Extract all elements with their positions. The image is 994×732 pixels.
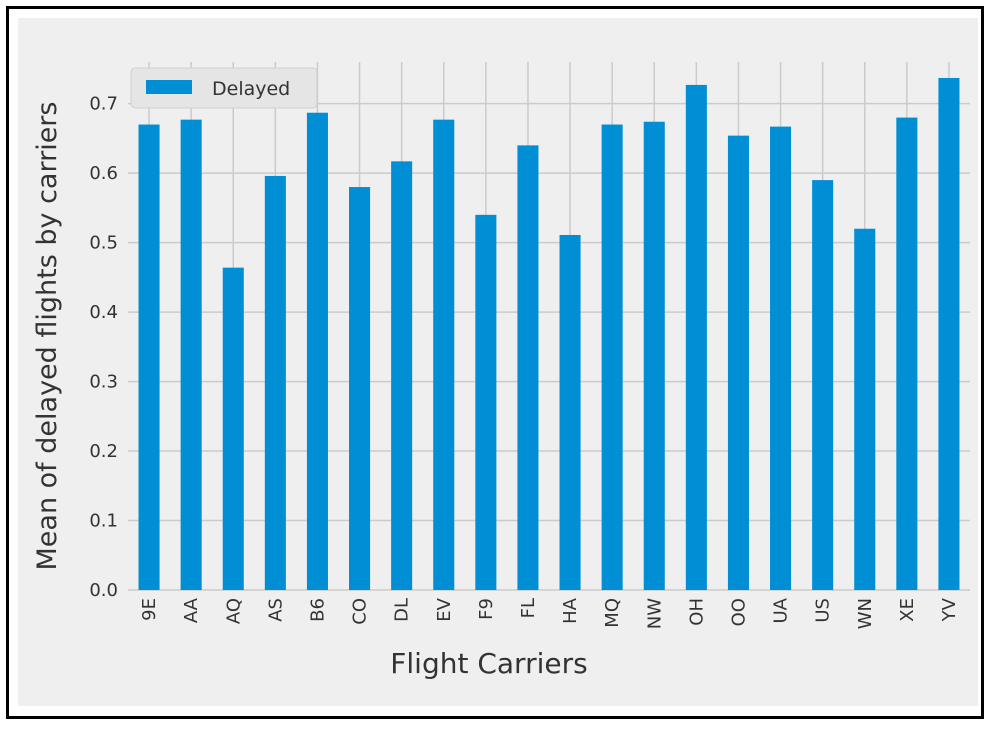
x-axis-title: Flight Carriers <box>390 647 587 680</box>
legend-box <box>130 67 318 109</box>
x-tick-labels: 9E AA AQ AS B6 CO DL EV F9 FL HA MQ NW OH OO UA US WN XE YV <box>139 597 960 629</box>
x-tick-label: OO <box>728 598 749 626</box>
x-tick-label: AS <box>265 598 286 622</box>
x-tick-label: WN <box>855 598 876 629</box>
bar-FL <box>517 145 539 591</box>
figure-frame: 0.0 0.1 0.2 0.3 0.4 0.5 0.6 0.7 9E AA AQ AS B6 CO DL E… <box>6 6 984 719</box>
bar-YV <box>938 77 960 590</box>
x-tick-label: EV <box>434 597 455 621</box>
bar-9E <box>138 124 160 591</box>
y-tick-labels: 0.0 0.1 0.2 0.3 0.4 0.5 0.6 0.7 <box>89 94 118 601</box>
bar-US <box>812 180 834 590</box>
legend-swatch <box>146 80 192 94</box>
y-tick-label: 0.4 <box>89 302 118 323</box>
bar-OH <box>685 84 707 590</box>
x-tick-label: FL <box>518 598 539 618</box>
x-tick-label: XE <box>897 598 918 622</box>
y-tick-label: 0.3 <box>89 372 118 393</box>
bar-UA <box>770 126 792 590</box>
y-tick-label: 0.5 <box>89 233 118 254</box>
x-tick-label: AA <box>181 597 202 623</box>
x-tick-label: CO <box>350 598 371 625</box>
bar-AQ <box>222 267 244 590</box>
x-tick-label: OH <box>686 598 707 626</box>
bar-WN <box>854 228 876 590</box>
bar-MQ <box>601 124 623 591</box>
x-tick-label: AQ <box>223 598 244 624</box>
bar-AA <box>180 119 202 591</box>
bar-EV <box>433 119 455 591</box>
bar-CO <box>349 187 371 591</box>
bar-B6 <box>306 112 328 590</box>
y-tick-label: 0.2 <box>89 441 118 462</box>
x-tick-label: HA <box>560 597 581 624</box>
x-tick-label: B6 <box>307 598 328 622</box>
y-axis-title: Mean of delayed flights by carriers <box>32 102 63 571</box>
x-tick-label: 9E <box>139 598 160 621</box>
figure-background <box>18 18 978 706</box>
x-tick-label: UA <box>771 597 792 623</box>
y-tick-label: 0.1 <box>89 511 118 532</box>
bar-F9 <box>475 214 497 590</box>
x-tick-label: YV <box>939 597 960 622</box>
legend: Delayed <box>130 67 318 109</box>
bar-OO <box>727 135 749 591</box>
bar-chart: 0.0 0.1 0.2 0.3 0.4 0.5 0.6 0.7 9E AA AQ AS B6 CO DL E… <box>18 18 978 706</box>
y-tick-label: 0.6 <box>89 163 118 184</box>
legend-label: Delayed <box>212 78 290 100</box>
y-tick-label: 0.7 <box>89 94 118 115</box>
y-tick-label: 0.0 <box>89 580 118 601</box>
x-tick-label: NW <box>644 598 665 629</box>
bar-XE <box>896 117 918 590</box>
x-tick-label: MQ <box>602 598 623 628</box>
bar-DL <box>391 161 413 591</box>
bar-NW <box>643 121 665 590</box>
bar-AS <box>264 175 286 591</box>
bars <box>138 77 960 591</box>
x-tick-label: US <box>813 598 834 623</box>
x-tick-label: F9 <box>476 598 497 620</box>
bar-HA <box>559 234 581 590</box>
x-tick-label: DL <box>392 598 413 622</box>
